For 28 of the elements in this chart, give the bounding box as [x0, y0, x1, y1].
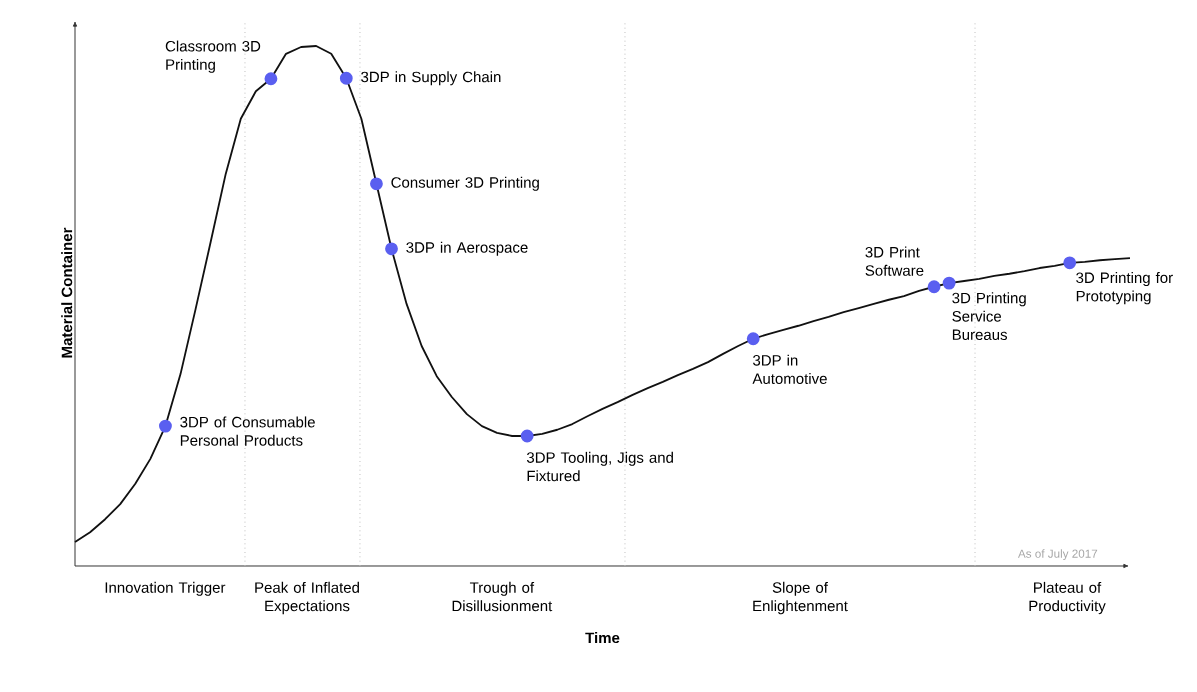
- annotation: 3DP in Automotive: [752, 354, 827, 384]
- point: [159, 419, 172, 433]
- annotation: As of July 2017: [1017, 549, 1098, 561]
- annotation: 3D Printing for Prototyping: [1076, 272, 1173, 305]
- text: Plateau of Productivity: [1029, 581, 1106, 615]
- point: [927, 280, 941, 294]
- annotation: 3DP in Aerospace: [406, 241, 528, 256]
- text: Trough of Disillusionment: [452, 581, 553, 612]
- annotation: 3D Printing Service Bureaus: [952, 292, 1026, 341]
- annotation: 3DP in Supply Chain: [361, 71, 501, 86]
- annotation: 3DP of Consumable Personal Products: [180, 416, 315, 446]
- annotation: 3D Print Software: [865, 246, 924, 276]
- annotation: 3DP Tooling, Jigs and Fixtured: [526, 451, 673, 482]
- point: [264, 72, 278, 86]
- point: [942, 276, 956, 290]
- point: [385, 242, 398, 256]
- point: [339, 71, 353, 85]
- y-axis-title: Material Container: [61, 227, 73, 358]
- point: [370, 177, 383, 191]
- point: [1063, 256, 1077, 270]
- text: Peak of Inflated Expectations: [255, 581, 359, 615]
- text: Slope of Enlightenment: [753, 581, 848, 615]
- text: Innovation Trigger: [105, 581, 226, 596]
- point: [520, 429, 534, 443]
- point: [746, 332, 760, 346]
- annotation: Classroom 3D Printing: [165, 40, 261, 73]
- annotation: Consumer 3D Printing: [391, 176, 539, 191]
- x-axis-title: Time: [585, 632, 620, 644]
